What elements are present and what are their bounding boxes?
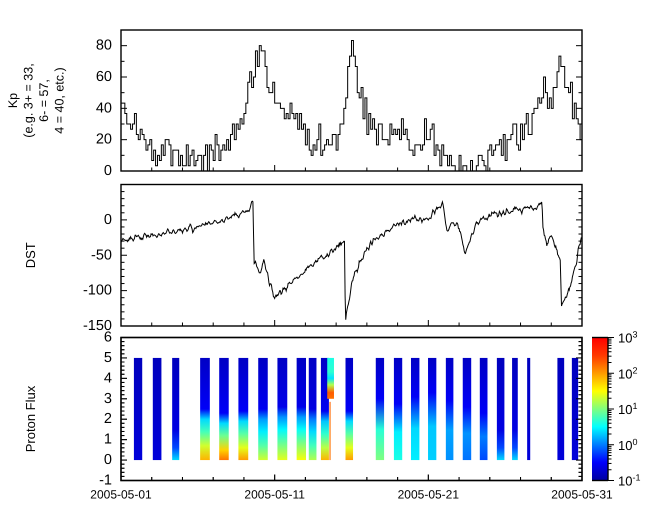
svg-text:Kp: Kp (6, 93, 20, 108)
svg-text:2005-05-31: 2005-05-31 (551, 488, 613, 502)
svg-text:2005-05-01: 2005-05-01 (90, 488, 152, 502)
svg-text:0: 0 (104, 452, 112, 468)
svg-text:40: 40 (96, 100, 112, 116)
svg-text:6: 6 (104, 330, 112, 346)
svg-text:-1: -1 (99, 473, 112, 489)
svg-text:2005-05-11: 2005-05-11 (244, 488, 305, 502)
svg-text:3: 3 (104, 391, 112, 407)
svg-text:1: 1 (104, 432, 112, 448)
svg-text:80: 80 (96, 38, 112, 54)
svg-text:20: 20 (96, 132, 112, 148)
svg-text:4 = 40, etc.): 4 = 40, etc.) (52, 67, 66, 133)
svg-text:2: 2 (104, 411, 112, 427)
svg-text:Proton Flux: Proton Flux (23, 385, 38, 452)
svg-text:0: 0 (104, 163, 112, 179)
svg-text:DST: DST (23, 242, 38, 268)
svg-text:0: 0 (104, 212, 112, 228)
svg-text:5: 5 (104, 350, 112, 366)
svg-text:-100: -100 (83, 283, 112, 299)
svg-text:6- = 57,: 6- = 57, (37, 79, 51, 122)
svg-text:60: 60 (96, 69, 112, 85)
svg-text:(e.g. 3+ = 33,: (e.g. 3+ = 33, (21, 63, 35, 137)
svg-text:4: 4 (104, 370, 112, 386)
svg-text:2005-05-21: 2005-05-21 (398, 488, 460, 502)
svg-text:-50: -50 (91, 247, 112, 263)
